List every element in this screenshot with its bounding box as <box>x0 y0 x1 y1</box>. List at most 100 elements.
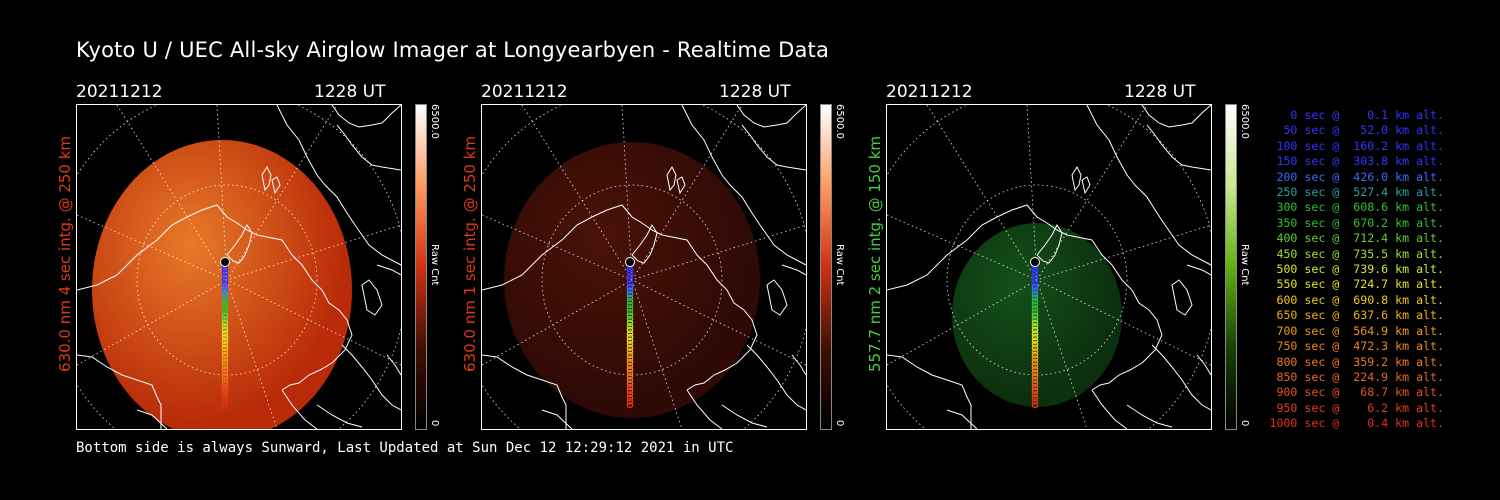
trajectory-point <box>1031 312 1039 319</box>
colorbar-1-max: 6500.0 <box>429 104 440 139</box>
trajectory-point <box>221 312 229 319</box>
trajectory-point <box>1031 365 1039 373</box>
colorbar-2-min: 0 <box>834 420 845 427</box>
trajectory-point <box>1031 319 1039 327</box>
panel-2-time: 1228 UT <box>719 82 791 102</box>
trajectory-point <box>221 276 229 284</box>
trajectory-point <box>221 340 229 348</box>
trajectory-point <box>221 301 229 309</box>
trajectory-point <box>221 333 229 341</box>
legend-entry: 300 sec @ 608.6 km alt. <box>1269 200 1444 215</box>
trajectory-point <box>221 315 229 323</box>
trajectory-point <box>221 280 229 287</box>
footer-note: Bottom side is always Sunward, Last Upda… <box>76 440 734 456</box>
trajectory-point <box>1031 280 1039 287</box>
trajectory-point <box>626 387 634 395</box>
trajectory-point <box>626 376 634 384</box>
trajectory-point <box>221 394 229 402</box>
trajectory-point <box>1031 305 1039 312</box>
trajectory-point <box>1031 362 1039 369</box>
trajectory-point <box>626 301 634 309</box>
trajectory-point <box>221 351 229 359</box>
trajectory-point <box>626 365 634 373</box>
panel-1-ylabel: 630.0 nm 4 sec intg. @ 250 km <box>56 135 74 372</box>
panel-1-time: 1228 UT <box>314 82 386 102</box>
trajectory-point <box>1031 290 1039 298</box>
airglow-image-557nm-2sec <box>886 104 1212 430</box>
trajectory-point <box>221 348 229 355</box>
panel-3-time: 1228 UT <box>1124 82 1196 102</box>
station-marker <box>220 257 230 267</box>
trajectory-point <box>1031 380 1039 387</box>
legend-entry: 200 sec @ 426.0 km alt. <box>1269 169 1444 184</box>
trajectory-point <box>221 369 229 377</box>
trajectory-point <box>626 283 634 291</box>
trajectory-point <box>221 390 229 398</box>
trajectory-point <box>221 287 229 294</box>
satellite-trajectory-legend: 0 sec @ 0.1 km alt. 50 sec @ 52.0 km alt… <box>1262 108 1444 432</box>
panel-2-date: 20211212 <box>481 82 568 102</box>
trajectory-point <box>626 312 634 319</box>
trajectory-point <box>1031 348 1039 355</box>
colorbar-3 <box>1225 104 1237 430</box>
legend-entry: 350 sec @ 670.2 km alt. <box>1269 215 1444 230</box>
legend-entry: 550 sec @ 724.7 km alt. <box>1269 277 1444 292</box>
legend-entry: 400 sec @ 712.4 km alt. <box>1269 231 1444 246</box>
colorbar-1-unit: Raw Cnt <box>429 244 440 286</box>
trajectory-point <box>221 373 229 380</box>
trajectory-point <box>1031 373 1039 380</box>
trajectory-point <box>626 337 634 344</box>
trajectory-point <box>1031 355 1039 362</box>
trajectory-point <box>221 305 229 312</box>
legend-entry: 450 sec @ 735.5 km alt. <box>1269 246 1444 261</box>
colorbar-3-unit: Raw Cnt <box>1239 244 1250 286</box>
trajectory-point <box>626 308 634 316</box>
trajectory-point <box>626 348 634 355</box>
legend-entry: 700 sec @ 564.9 km alt. <box>1269 323 1444 338</box>
trajectory-point <box>626 380 634 387</box>
trajectory-point <box>1031 383 1039 391</box>
legend-entry: 950 sec @ 6.2 km alt. <box>1269 400 1444 415</box>
legend-entry: 250 sec @ 527.4 km alt. <box>1269 185 1444 200</box>
panel-3-date: 20211212 <box>886 82 973 102</box>
trajectory-point <box>626 394 634 402</box>
trajectory-point <box>626 362 634 369</box>
trajectory-point <box>221 323 229 330</box>
trajectory-point <box>626 340 634 348</box>
trajectory-point <box>1031 398 1039 405</box>
trajectory-point <box>1031 326 1039 334</box>
trajectory-point <box>626 344 634 352</box>
trajectory-point <box>1031 358 1039 366</box>
trajectory-point <box>1031 323 1039 330</box>
trajectory-point <box>626 333 634 341</box>
trajectory-point <box>626 305 634 312</box>
trajectory-point <box>221 330 229 337</box>
trajectory-point <box>1031 387 1039 395</box>
trajectory-point <box>221 387 229 395</box>
trajectory-point <box>626 280 634 287</box>
trajectory-point <box>221 365 229 373</box>
trajectory-point <box>1031 283 1039 291</box>
trajectory-point <box>1031 315 1039 323</box>
trajectory-point <box>221 326 229 334</box>
panel-2-ylabel: 630.0 nm 1 sec intg. @ 250 km <box>461 135 479 372</box>
trajectory-point <box>221 362 229 369</box>
trajectory-point <box>1031 337 1039 344</box>
trajectory-point <box>221 272 229 280</box>
trajectory-point <box>626 355 634 362</box>
legend-entry: 650 sec @ 637.6 km alt. <box>1269 308 1444 323</box>
legend-entry: 800 sec @ 359.2 km alt. <box>1269 354 1444 369</box>
trajectory-point <box>1031 276 1039 284</box>
station-marker <box>625 257 635 267</box>
colorbar-2 <box>820 104 832 430</box>
legend-entry: 0 sec @ 0.1 km alt. <box>1269 108 1444 122</box>
trajectory-point <box>1031 344 1039 352</box>
trajectory-point <box>1031 369 1039 377</box>
trajectory-point <box>221 290 229 298</box>
trajectory-point <box>221 376 229 384</box>
legend-entry: 1000 sec @ 0.4 km alt. <box>1269 416 1444 431</box>
legend-entry: 750 sec @ 472.3 km alt. <box>1269 339 1444 354</box>
trajectory-point <box>626 323 634 330</box>
trajectory-point <box>626 315 634 323</box>
page-title: Kyoto U / UEC All-sky Airglow Imager at … <box>76 38 830 62</box>
